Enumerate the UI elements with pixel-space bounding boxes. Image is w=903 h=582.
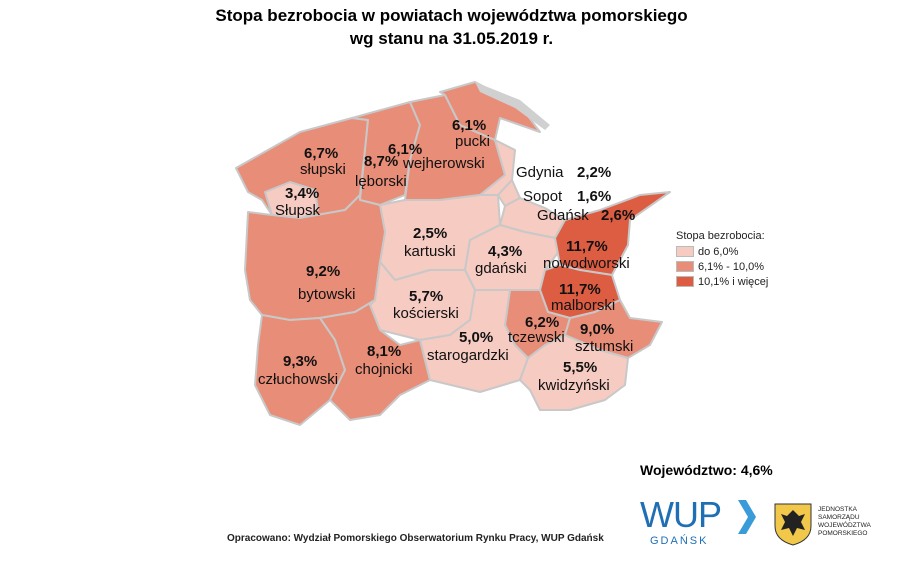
- region-nowodworski: [554, 191, 671, 276]
- value-bytowski: 9,2%: [306, 263, 340, 280]
- hel-peninsula: [475, 82, 550, 130]
- value-sztumski: 9,0%: [580, 321, 614, 338]
- value-kartuski: 2,5%: [413, 225, 447, 242]
- value-slupsk: 3,4%: [285, 185, 319, 202]
- legend-label-low: do 6,0%: [698, 245, 739, 258]
- name-gdynia: Gdynia: [516, 164, 564, 181]
- name-bytowski: bytowski: [298, 286, 356, 303]
- region-starogardzki: [419, 289, 529, 393]
- name-chojnicki: chojnicki: [355, 361, 413, 378]
- value-malborski: 11,7%: [559, 281, 601, 298]
- name-slupski: słupski: [300, 161, 346, 178]
- value-tczewski: 6,2%: [525, 314, 559, 331]
- name-malborski: malborski: [551, 297, 615, 314]
- name-czluchowski: człuchowski: [258, 371, 338, 388]
- name-pucki: pucki: [455, 133, 490, 150]
- region-kwidzynski: [519, 334, 629, 411]
- legend-title: Stopa bezrobocia:: [676, 230, 765, 242]
- wup-logo-text: WUP: [640, 494, 722, 535]
- wup-logo: WUP GDAŃSK: [640, 494, 760, 550]
- value-pucki: 6,1%: [452, 117, 486, 134]
- value-nowodworski: 11,7%: [566, 238, 608, 255]
- value-sopot: 1,6%: [577, 188, 611, 205]
- name-tczewski: tczewski: [508, 329, 565, 346]
- map-legend: Stopa bezrobocia: do 6,0% 6,1% - 10,0% 1…: [676, 230, 768, 289]
- value-gdanski: 4,3%: [488, 243, 522, 260]
- jednostka-label: JEDNOSTKA SAMORZĄDU WOJEWÓDZTWA POMORSKI…: [818, 506, 871, 537]
- value-gdansk: 2,6%: [601, 207, 635, 224]
- value-gdynia: 2,2%: [577, 164, 611, 181]
- name-koscierski: kościerski: [393, 305, 459, 322]
- value-chojnicki: 8,1%: [367, 343, 401, 360]
- legend-item-high: 10,1% i więcej: [676, 274, 768, 289]
- legend-item-mid: 6,1% - 10,0%: [676, 259, 768, 274]
- legend-swatch-mid: [676, 261, 694, 272]
- source-note: Opracowano: Wydział Pomorskiego Obserwat…: [227, 533, 604, 544]
- name-kartuski: kartuski: [404, 243, 456, 260]
- name-kwidzynski: kwidzyński: [538, 377, 610, 394]
- value-slupski: 6,7%: [304, 145, 338, 162]
- name-leborski: lęborski: [355, 173, 407, 190]
- name-starogardzki: starogardzki: [427, 347, 509, 364]
- value-koscierski: 5,7%: [409, 288, 443, 305]
- coat-of-arms-icon: [774, 503, 812, 546]
- map-subtitle: wg stanu na 31.05.2019 r.: [349, 29, 554, 48]
- map-title: Stopa bezrobocia w powiatach województwa…: [215, 6, 688, 25]
- value-czluchowski: 9,3%: [283, 353, 317, 370]
- legend-item-low: do 6,0%: [676, 244, 768, 259]
- name-nowodworski: nowodworski: [543, 255, 630, 272]
- value-starogardzki: 5,0%: [459, 329, 493, 346]
- legend-swatch-high: [676, 276, 694, 287]
- name-wejherowski: wejherowski: [402, 155, 485, 172]
- name-gdansk: Gdańsk: [537, 207, 589, 224]
- legend-label-high: 10,1% i więcej: [698, 275, 769, 288]
- wup-logo-subtitle: GDAŃSK: [650, 535, 709, 547]
- value-wejherowski: 6,1%: [388, 141, 422, 158]
- legend-label-mid: 6,1% - 10,0%: [698, 260, 765, 273]
- name-gdanski: gdański: [475, 260, 527, 277]
- value-leborski: 8,7%: [364, 153, 398, 170]
- name-slupsk: Słupsk: [275, 202, 321, 219]
- value-kwidzynski: 5,5%: [563, 359, 597, 376]
- chevron-right-icon: [738, 500, 756, 534]
- wojewodztwo-total: Województwo: 4,6%: [640, 462, 773, 478]
- name-sopot: Sopot: [523, 188, 563, 205]
- legend-swatch-low: [676, 246, 694, 257]
- name-sztumski: sztumski: [575, 338, 633, 355]
